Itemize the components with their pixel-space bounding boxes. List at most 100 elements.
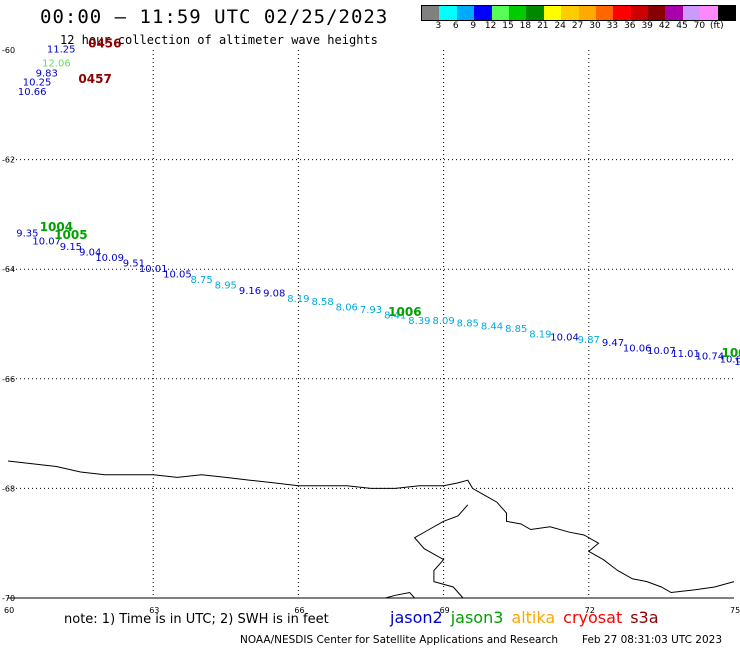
legend-swatch xyxy=(717,6,736,20)
pass-time-label: 1006 xyxy=(388,305,421,319)
footer-timestamp: Feb 27 08:31:03 UTC 2023 xyxy=(582,634,722,646)
legend-label: 21 xyxy=(537,21,549,31)
swh-observation: 10.07 xyxy=(647,346,676,357)
satellite-label-jason2: jason2 xyxy=(390,608,443,627)
swh-observation: 10.04 xyxy=(550,332,579,343)
swh-observation: 11.01 xyxy=(671,349,700,360)
swh-observation: 8.09 xyxy=(432,316,454,327)
lat-tick-label: -66 xyxy=(2,375,15,384)
satellite-label-s3a: s3a xyxy=(630,608,659,627)
satellite-label-jason3: jason3 xyxy=(450,608,504,627)
swh-observation: 8.85 xyxy=(505,324,527,335)
legend-label: (ft) xyxy=(710,21,724,31)
satellite-label-cryosat: cryosat xyxy=(563,608,623,627)
swh-observation: 10.68 xyxy=(720,354,740,365)
pass-time-label: 1004 xyxy=(40,220,73,234)
legend-label: 45 xyxy=(676,21,688,31)
legend-label: 3 xyxy=(435,21,442,31)
swh-observation: 9.04 xyxy=(79,248,101,259)
legend-swatch xyxy=(422,6,440,20)
legend-swatch xyxy=(474,6,492,20)
legend-label: 30 xyxy=(589,21,601,31)
satellite-legend: jason2 jason3 altika cryosat s3a xyxy=(390,608,667,627)
swh-observation: 9.15 xyxy=(60,242,82,253)
legend-label: 9 xyxy=(470,21,477,31)
legend-label: 24 xyxy=(554,21,566,31)
lon-tick-label: 75 xyxy=(730,606,740,615)
swh-observation: 10.74 xyxy=(695,352,724,363)
lat-tick-label: -60 xyxy=(2,46,15,55)
legend-swatch xyxy=(439,6,457,20)
legend-swatch xyxy=(508,6,527,20)
pass-time-label: 1005 xyxy=(54,228,87,242)
grid-lines xyxy=(8,50,734,599)
coastline-main xyxy=(7,460,735,594)
pass-time-label: 0457 xyxy=(78,72,111,86)
legend-label: 33 xyxy=(606,21,619,31)
pass-time-label: 0456 xyxy=(88,36,121,50)
legend-swatch xyxy=(648,6,666,20)
legend-swatch xyxy=(665,6,683,20)
chart-subtitle: 12 hour collection of altimeter wave hei… xyxy=(60,33,378,47)
wave-height-color-legend xyxy=(421,5,737,21)
legend-swatch xyxy=(682,6,701,20)
legend-label: 12 xyxy=(484,21,497,31)
legend-label: 6 xyxy=(452,21,459,31)
swh-observation: 10.05 xyxy=(163,269,192,280)
legend-label: 15 xyxy=(502,21,514,31)
swh-observation: 11.25 xyxy=(47,45,76,56)
legend-label: 39 xyxy=(641,21,653,31)
legend-label: 18 xyxy=(519,21,532,31)
swh-observation: 9.83 xyxy=(36,68,58,79)
swh-observation: 10.06 xyxy=(623,343,652,354)
swh-observation: 10.01 xyxy=(139,264,168,275)
legend-swatch xyxy=(578,6,596,20)
legend-swatch xyxy=(630,6,649,20)
footer-note: note: 1) Time is in UTC; 2) SWH is in fe… xyxy=(64,612,329,627)
lat-tick-label: -68 xyxy=(2,484,15,493)
swh-observation: 9.35 xyxy=(16,228,38,239)
swh-observation: 8.39 xyxy=(408,316,430,327)
lat-tick-label: -70 xyxy=(2,594,15,603)
swh-observation: 8.85 xyxy=(457,319,479,330)
swh-observation: 8.19 xyxy=(529,330,551,341)
swh-observation: 9.08 xyxy=(263,289,285,300)
legend-label: 70 xyxy=(693,21,706,31)
lon-tick-label: 60 xyxy=(4,606,14,615)
legend-swatch xyxy=(561,6,579,20)
swh-observation: 8.44 xyxy=(481,321,503,332)
swh-observation: 8.58 xyxy=(311,297,333,308)
swh-observation: 10.66 xyxy=(18,87,47,98)
swh-observation: 9.87 xyxy=(578,335,600,346)
swh-observation: 8.41 xyxy=(384,311,406,322)
legend-swatch xyxy=(526,6,544,20)
swh-observation: 8.95 xyxy=(215,280,237,291)
axis-tick-labels: -60 -62 -64 -66 -68 -70 60 63 66 69 72 75 xyxy=(2,46,740,615)
swh-observation: 12.06 xyxy=(42,58,71,69)
swh-observation: 7.93 xyxy=(360,305,382,316)
legend-swatch xyxy=(595,6,614,20)
lon-tick-label: 63 xyxy=(149,606,159,615)
coastline xyxy=(7,460,735,599)
coastline-south xyxy=(385,591,415,599)
legend-labels: 3 6 9 12 15 18 21 24 27 30 33 36 39 42 45 70 (ft) xyxy=(421,21,740,33)
swh-observation: 9.51 xyxy=(123,258,145,269)
legend-swatch xyxy=(456,6,475,20)
swh-observation: 10.07 xyxy=(32,237,61,248)
swh-observation: 8.75 xyxy=(190,275,212,286)
legend-swatch xyxy=(613,6,631,20)
swh-observation: 8.19 xyxy=(287,294,309,305)
satellite-label-altika: altika xyxy=(511,608,556,627)
legend-swatch xyxy=(543,6,562,20)
coastline-island xyxy=(413,504,469,599)
swh-observation: 10.25 xyxy=(23,78,52,89)
lon-tick-label: 72 xyxy=(585,606,595,615)
footer-credit: NOAA/NESDIS Center for Satellite Applica… xyxy=(240,634,558,646)
swh-observation: 9.16 xyxy=(239,286,261,297)
legend-label: 27 xyxy=(571,21,584,31)
pass-time-label: 100 xyxy=(721,346,740,360)
lon-tick-label: 69 xyxy=(440,606,450,615)
lat-tick-label: -62 xyxy=(2,156,15,165)
